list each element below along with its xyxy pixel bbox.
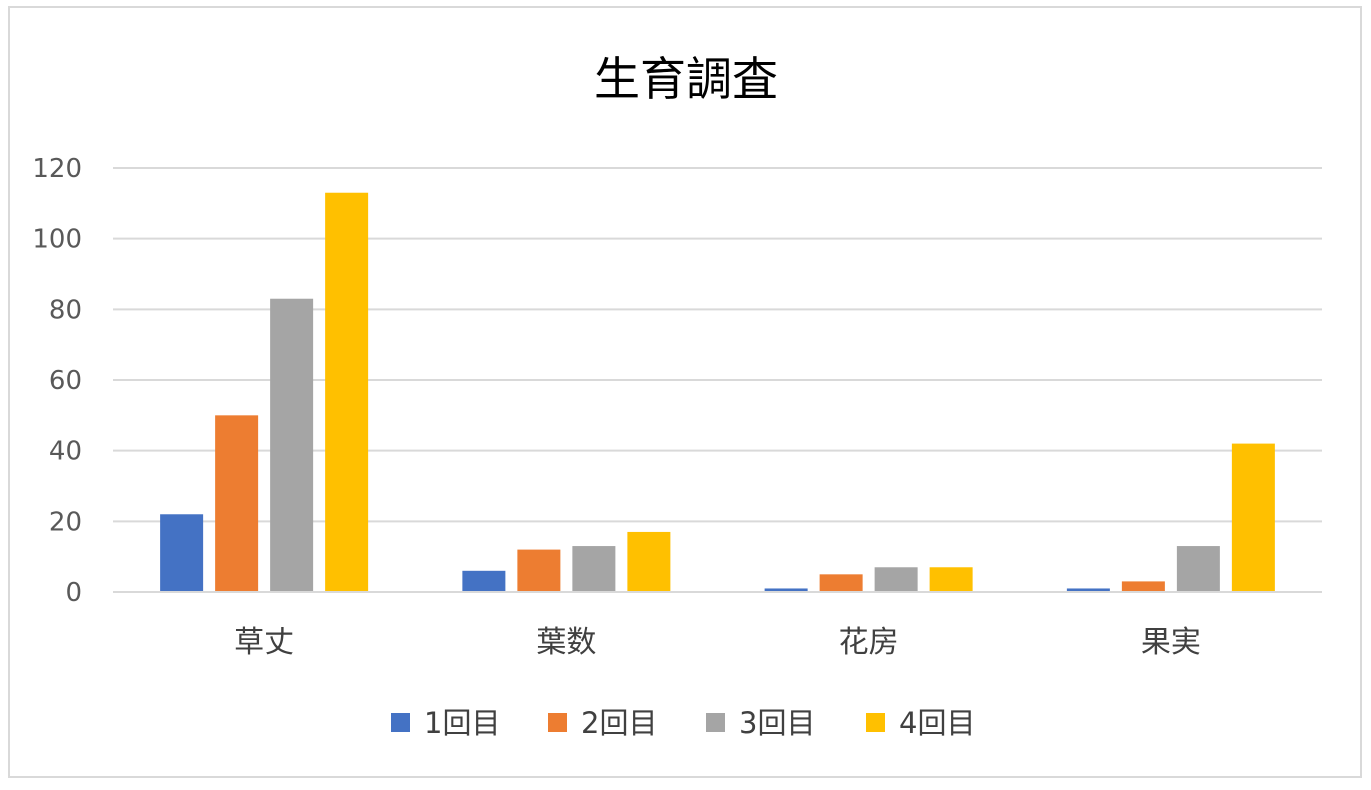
- bar-3-4: [1176, 546, 1220, 592]
- bar-4-2: [627, 531, 671, 592]
- bar-1-3: [764, 588, 808, 592]
- bar-2-1: [215, 415, 259, 592]
- chart-title: 生育調査: [594, 52, 778, 106]
- y-tick-label: 40: [49, 437, 82, 467]
- bar-1-2: [462, 570, 506, 592]
- legend-swatch: [391, 713, 410, 732]
- y-tick-label: 120: [32, 154, 82, 184]
- category-label: 果実: [1141, 625, 1201, 660]
- y-tick-label: 60: [49, 366, 82, 396]
- y-tick-label: 80: [49, 295, 82, 325]
- bar-4-1: [325, 192, 369, 592]
- legend: 1回目 2回目 3回目 4回目: [391, 706, 975, 740]
- bar-1-1: [160, 514, 204, 592]
- legend-label: 3回目: [739, 706, 815, 740]
- category-label: 葉数: [536, 625, 596, 660]
- legend-swatch: [706, 713, 725, 732]
- y-tick-label: 100: [32, 225, 82, 255]
- legend-label: 1回目: [424, 706, 500, 740]
- bar-4-3: [929, 567, 973, 592]
- bar-3-3: [874, 567, 918, 592]
- bar-3-2: [572, 546, 616, 592]
- legend-label: 2回目: [581, 706, 657, 740]
- category-label: 草丈: [234, 625, 294, 660]
- category-labels: 草丈 葉数 花房 果実: [234, 625, 1201, 660]
- category-label: 花房: [839, 625, 899, 660]
- bar-2-3: [819, 574, 863, 592]
- y-axis-ticks: 0 20 40 60 80 100 120: [32, 154, 82, 608]
- legend-label: 4回目: [899, 706, 975, 740]
- legend-swatch: [866, 713, 885, 732]
- legend-swatch: [548, 713, 567, 732]
- bar-2-4: [1121, 581, 1165, 592]
- gridlines: [113, 167, 1322, 523]
- bar-2-2: [517, 549, 561, 592]
- bar-4-4: [1231, 443, 1275, 592]
- bars: [160, 192, 1275, 592]
- y-tick-label: 0: [65, 578, 82, 608]
- bar-1-4: [1066, 588, 1110, 592]
- y-tick-label: 20: [49, 507, 82, 537]
- chart-area: [8, 6, 1362, 778]
- bar-3-1: [270, 298, 314, 592]
